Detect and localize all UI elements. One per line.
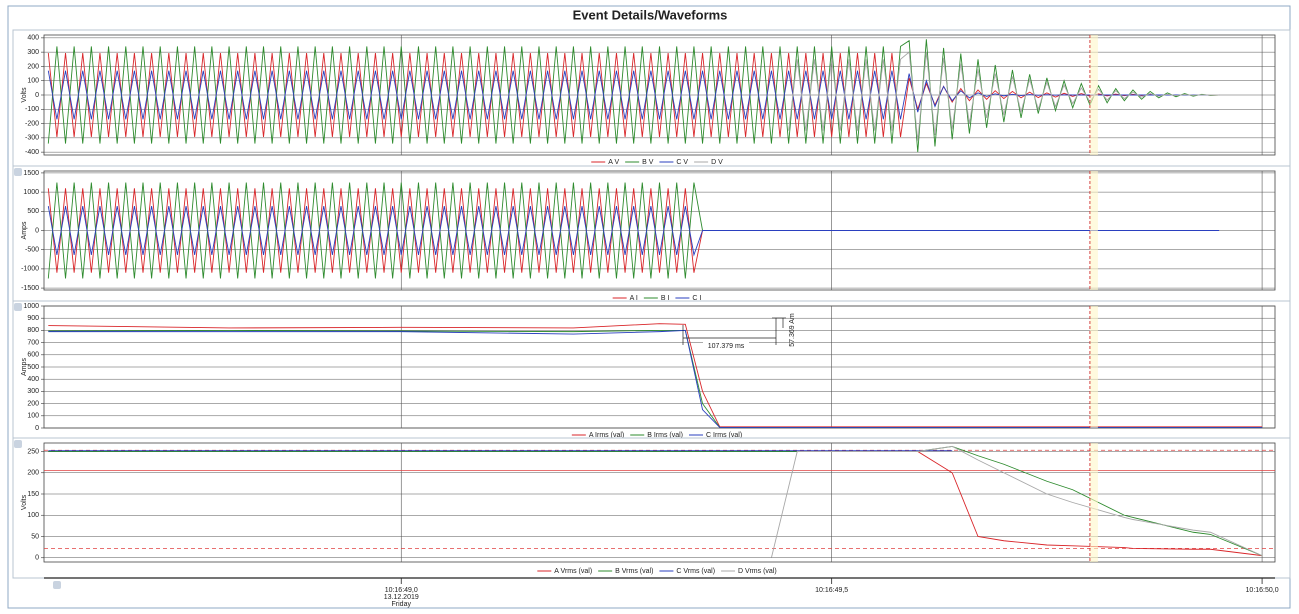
legend-label: B V — [642, 159, 654, 166]
annotation-box — [703, 341, 749, 351]
cursor-band — [1089, 35, 1098, 155]
legend: A Vrms (val) B Vrms (val) C Vrms (val) D Vr… — [537, 568, 777, 575]
y-tick-label: 0 — [35, 425, 39, 432]
lock-icon — [14, 303, 22, 311]
y-axis-label: Volts — [21, 87, 28, 103]
series-line — [788, 51, 1220, 141]
y-tick-label: 200 — [27, 63, 39, 70]
legend-label: B Irms (val) — [647, 432, 683, 439]
series-line — [770, 445, 1263, 558]
x-tick-label: 10:16:50,0 — [1246, 587, 1279, 594]
y-tick-label: 100 — [27, 413, 39, 420]
y-tick-label: 600 — [27, 352, 39, 359]
y-tick-label: -100 — [25, 106, 39, 113]
legend-label: B I — [661, 295, 670, 302]
legend-label: C Vrms (val) — [676, 568, 715, 575]
y-tick-label: 200 — [27, 470, 39, 477]
y-tick-label: 400 — [27, 35, 39, 42]
y-tick-label: 500 — [27, 364, 39, 371]
legend: A Irms (val) B Irms (val) C Irms (val) — [571, 432, 742, 439]
y-axis-label: Amps — [21, 358, 28, 376]
lock-icon — [53, 581, 61, 589]
y-tick-label: 1000 — [23, 189, 39, 196]
y-tick-label: 700 — [27, 339, 39, 346]
series-line — [48, 323, 1263, 428]
cursor-band — [1089, 443, 1098, 562]
legend-label: C V — [676, 159, 688, 166]
legend-label: B Vrms (val) — [615, 568, 653, 575]
y-tick-label: 300 — [27, 388, 39, 395]
x-tick-sublabel: Friday — [392, 601, 412, 608]
y-axis-label: Volts — [21, 494, 28, 510]
y-tick-label: 100 — [27, 78, 39, 85]
series-line — [48, 329, 1263, 428]
y-tick-label: 800 — [27, 327, 39, 334]
legend-label: A Vrms (val) — [554, 568, 592, 575]
y-axis-label: Amps — [21, 221, 28, 239]
y-tick-label: -200 — [25, 120, 39, 127]
y-tick-label: 400 — [27, 376, 39, 383]
y-tick-label: -1500 — [21, 285, 39, 292]
y-tick-label: -400 — [25, 149, 39, 156]
plot-area — [43, 442, 1276, 563]
legend-label: D V — [711, 159, 723, 166]
x-tick-sublabel: 13.12.2019 — [384, 594, 419, 601]
series-line — [47, 206, 1220, 257]
y-tick-label: 500 — [27, 208, 39, 215]
legend-label: A Irms (val) — [589, 432, 624, 439]
legend-label: D Vrms (val) — [738, 568, 777, 575]
x-tick-label: 10:16:49,0 — [385, 587, 418, 594]
y-tick-label: 250 — [27, 448, 39, 455]
y-tick-label: -500 — [25, 247, 39, 254]
legend-label: A I — [630, 295, 638, 302]
series-line — [47, 70, 1220, 120]
y-tick-label: 1500 — [23, 170, 39, 177]
y-tick-label: 300 — [27, 49, 39, 56]
lock-icon — [14, 440, 22, 448]
y-tick-label: -300 — [25, 135, 39, 142]
y-tick-label: 150 — [27, 491, 39, 498]
cursor-band — [1089, 171, 1098, 290]
y-tick-label: 1000 — [23, 303, 39, 310]
annotation: 107.379 ms — [708, 343, 745, 350]
y-tick-label: 100 — [27, 512, 39, 519]
series-line — [48, 329, 1263, 428]
y-tick-label: -1000 — [21, 266, 39, 273]
legend-label: C Irms (val) — [706, 432, 742, 439]
y-tick-label: 0 — [35, 227, 39, 234]
annotation: 57.369 Am — [789, 313, 796, 347]
y-tick-label: 900 — [27, 315, 39, 322]
series-line — [47, 52, 1220, 138]
lock-icon — [14, 168, 22, 176]
chart-title: Event Details/Waveforms — [573, 7, 728, 22]
y-tick-label: 50 — [31, 533, 39, 540]
y-tick-label: 0 — [35, 555, 39, 562]
y-tick-label: 200 — [27, 400, 39, 407]
y-tick-label: 0 — [35, 92, 39, 99]
cursor-band — [1089, 306, 1098, 428]
legend-label: C I — [692, 295, 701, 302]
legend-label: A V — [608, 159, 619, 166]
series-line — [47, 39, 1220, 153]
x-tick-label: 10:16:49,5 — [815, 587, 848, 594]
